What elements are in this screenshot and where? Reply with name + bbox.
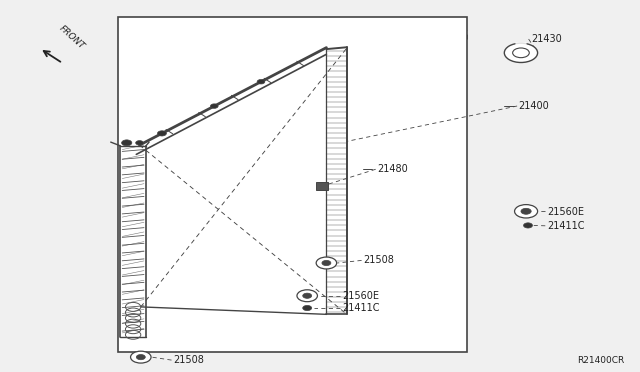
Circle shape — [515, 205, 538, 218]
Text: 21430: 21430 — [531, 34, 562, 44]
Circle shape — [504, 43, 538, 62]
Text: 21411C: 21411C — [342, 303, 380, 313]
FancyBboxPatch shape — [118, 17, 467, 352]
Bar — [316, 182, 328, 190]
Text: 21560E: 21560E — [342, 291, 380, 301]
Circle shape — [524, 223, 532, 228]
Circle shape — [521, 208, 531, 214]
Text: 21508: 21508 — [364, 256, 394, 265]
Text: 21508: 21508 — [173, 355, 204, 365]
Circle shape — [136, 355, 145, 360]
Circle shape — [257, 80, 265, 84]
Circle shape — [157, 131, 166, 136]
Circle shape — [322, 260, 331, 266]
Circle shape — [513, 48, 529, 58]
Text: 21480: 21480 — [378, 164, 408, 174]
Circle shape — [316, 257, 337, 269]
Circle shape — [136, 141, 143, 145]
Text: R21400CR: R21400CR — [577, 356, 624, 365]
Text: 21560E: 21560E — [547, 207, 584, 217]
Circle shape — [303, 305, 312, 311]
Circle shape — [211, 104, 218, 108]
Circle shape — [297, 290, 317, 302]
Circle shape — [303, 293, 312, 298]
Circle shape — [131, 351, 151, 363]
Text: 21400: 21400 — [518, 101, 549, 111]
Text: FRONT: FRONT — [58, 24, 86, 51]
Text: 21411C: 21411C — [547, 221, 585, 231]
Circle shape — [122, 140, 132, 146]
